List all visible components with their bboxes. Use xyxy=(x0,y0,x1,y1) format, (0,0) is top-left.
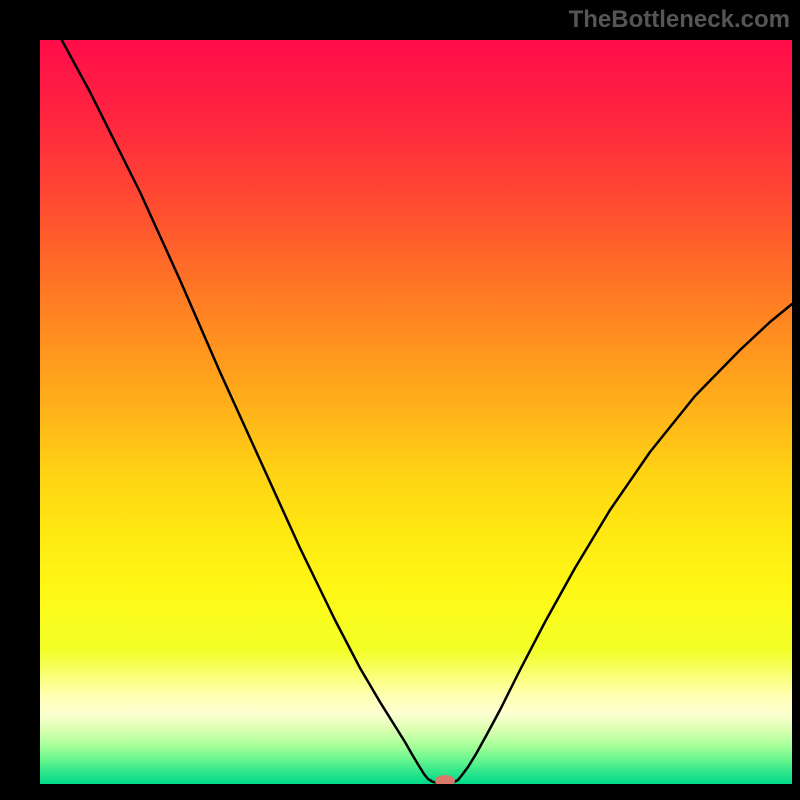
watermark-text: TheBottleneck.com xyxy=(569,6,790,34)
bottleneck-curve-chart xyxy=(0,0,800,800)
gradient-background xyxy=(40,40,792,784)
optimal-point-marker xyxy=(435,775,455,787)
chart-frame: TheBottleneck.com xyxy=(0,0,800,800)
